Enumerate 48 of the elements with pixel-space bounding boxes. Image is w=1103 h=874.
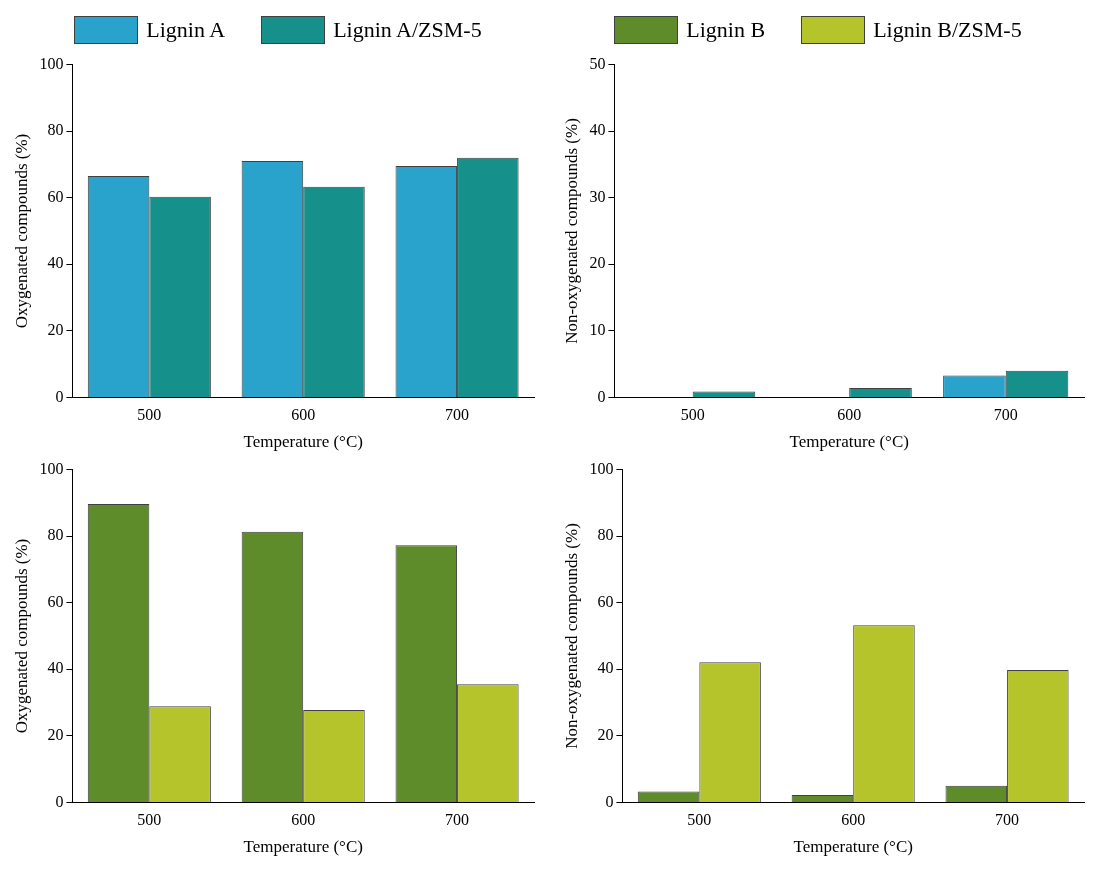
y-tick-label: 0 [55,387,64,405]
y-tick-label: 40 [47,254,64,272]
y-tick-label: 100 [39,459,64,477]
y-tick-label: 60 [47,187,64,205]
x-tick-label: 600 [837,406,862,424]
y-axis-title: Non-oxygenated compounds (%) [561,523,581,749]
y-tick-label: 10 [589,321,606,339]
legend-label: Lignin B [686,17,766,43]
y-tick-label: 0 [605,792,614,810]
y-tick-label: 30 [589,187,606,205]
y-tick-label: 0 [55,792,64,810]
y-tick-label: 20 [47,321,64,339]
y-tick-label: 60 [597,592,614,610]
x-tick-label: 700 [995,811,1020,829]
x-tick-label: 500 [687,811,712,829]
y-tick-label: 40 [47,659,64,677]
x-tick-label: 500 [680,406,705,424]
y-tick-label: 20 [47,726,64,744]
y-tick-label: 0 [597,387,606,405]
y-axis-title: Oxygenated compounds (%) [11,133,31,329]
x-tick-label: 700 [445,406,470,424]
y-tick-label: 100 [589,459,614,477]
x-tick-label: 700 [445,811,470,829]
x-tick-label: 600 [841,811,866,829]
x-axis-title: Temperature (°C) [793,837,913,857]
y-tick-label: 20 [597,726,614,744]
x-axis-title: Temperature (°C) [789,432,909,452]
x-tick-label: 500 [137,811,162,829]
legend-label: Lignin A/ZSM-5 [333,17,482,43]
legend-label: Lignin B/ZSM-5 [873,17,1022,43]
y-tick-label: 80 [597,526,614,544]
x-tick-label: 700 [993,406,1018,424]
legend-label: Lignin A [146,17,226,43]
y-tick-label: 20 [589,254,606,272]
y-tick-label: 80 [47,121,64,139]
x-axis-title: Temperature (°C) [243,837,363,857]
x-axis-title: Temperature (°C) [243,432,363,452]
x-tick-label: 500 [137,406,162,424]
y-tick-label: 60 [47,592,64,610]
x-tick-label: 600 [291,406,316,424]
y-tick-label: 40 [589,121,606,139]
y-axis-title: Oxygenated compounds (%) [11,538,31,734]
y-tick-label: 80 [47,526,64,544]
y-tick-label: 40 [597,659,614,677]
y-tick-label: 50 [589,54,606,72]
x-tick-label: 600 [291,811,316,829]
y-tick-label: 100 [39,54,64,72]
y-axis-title: Non-oxygenated compounds (%) [561,118,581,344]
